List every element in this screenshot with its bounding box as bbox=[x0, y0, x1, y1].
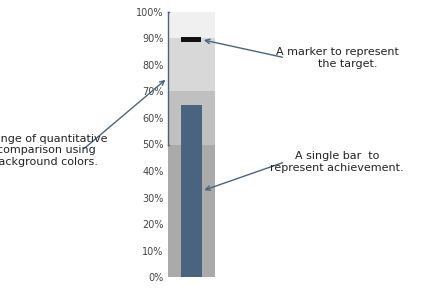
Bar bbox=[168, 91, 215, 144]
Bar bbox=[181, 105, 202, 277]
Text: A marker to represent
      the target.: A marker to represent the target. bbox=[276, 47, 398, 68]
Bar bbox=[168, 12, 215, 38]
Text: A range of quantitative
  comparison using
 background colors.: A range of quantitative comparison using… bbox=[0, 134, 108, 167]
Bar bbox=[181, 37, 201, 42]
Text: A single bar  to
represent achievement.: A single bar to represent achievement. bbox=[270, 151, 404, 173]
Bar bbox=[168, 144, 215, 277]
Bar bbox=[168, 38, 215, 91]
